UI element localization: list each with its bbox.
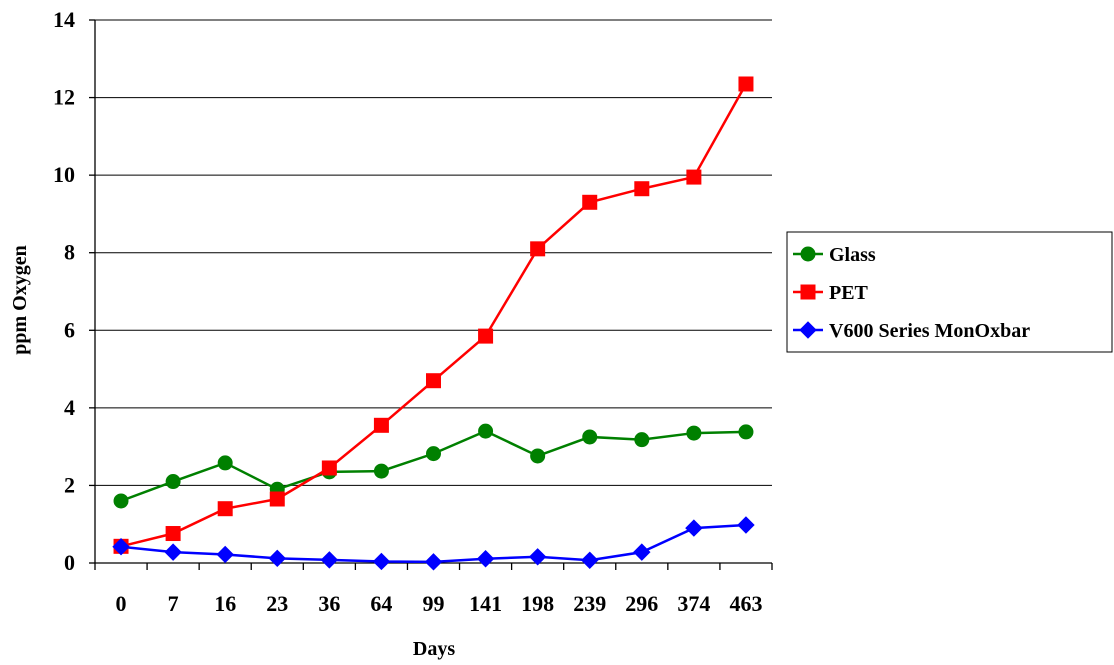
x-tick-label: 64 [370,591,392,616]
data-point [320,551,339,569]
data-point [686,169,702,185]
data-point [478,423,494,439]
y-tick-label: 10 [53,162,75,187]
data-point [476,550,495,568]
data-point [582,194,598,210]
x-tick-label: 16 [214,591,236,616]
data-point [530,241,546,257]
x-tick-label: 374 [677,591,710,616]
data-point [685,519,703,537]
data-point [581,551,599,569]
legend-marker [799,321,817,339]
series-lines [112,76,755,571]
x-tick-label: 7 [168,591,179,616]
data-point [164,543,182,561]
x-tick-labels: 0 7 16 23 36 64 99 141 198 239 296 374 463 [116,591,763,616]
series-pet [113,76,754,554]
x-axis-title: Days [413,638,455,660]
data-point [113,493,129,509]
data-point [217,455,233,471]
x-tick-label: 296 [625,591,658,616]
data-point [633,543,651,561]
data-point [582,429,598,445]
gridlines [89,19,773,570]
y-tick-label: 2 [64,472,75,497]
x-tick-label: 0 [116,591,127,616]
legend-box [786,231,1113,353]
legend-marker [800,284,816,300]
legend-marker [800,246,816,262]
series-line [120,429,746,503]
y-tick-label: 12 [53,85,75,110]
y-tick-labels: 0 2 4 6 8 10 12 14 [53,7,75,575]
series-v600-series-monoxbar [112,516,755,571]
series-line [120,83,748,548]
y-tick-label: 6 [64,317,75,342]
data-point [686,425,702,441]
data-point [268,549,286,568]
data-point [373,417,389,433]
data-point [217,501,233,517]
legend: Glass PET V600 Series MonOxbar [786,231,1113,353]
data-point [112,538,130,556]
x-tick-label: 23 [266,591,288,616]
y-tick-label: 8 [64,240,75,265]
legend-label: Glass [829,244,876,266]
x-tick-label: 463 [729,591,762,616]
data-point [321,460,337,476]
data-point [738,424,754,440]
data-point [269,491,285,507]
data-point [530,448,546,464]
x-tick-label: 99 [423,591,445,616]
data-point [165,474,181,490]
data-point [478,328,494,344]
data-point [216,545,234,564]
data-point [372,552,391,571]
data-point [528,548,547,566]
data-point [634,181,650,197]
legend-label: V600 Series MonOxbar [829,320,1030,342]
y-tick-label: 14 [53,7,75,32]
y-tick-label: 4 [64,395,75,420]
data-point [373,463,389,479]
legend-label: PET [829,282,869,304]
data-point [634,432,650,448]
data-point [424,553,443,571]
axes [94,20,772,564]
x-tick-label: 141 [469,591,502,616]
y-tick-label: 0 [64,550,75,575]
data-point [426,446,441,462]
x-tick-label: 36 [318,591,340,616]
x-tick-label: 239 [573,591,606,616]
data-point [737,516,755,534]
data-point [426,373,441,389]
x-tick-label: 198 [521,591,554,616]
data-point [165,526,181,542]
series-glass [113,423,754,509]
data-point [738,76,754,92]
y-axis-title: ppm Oxygen [9,245,31,354]
